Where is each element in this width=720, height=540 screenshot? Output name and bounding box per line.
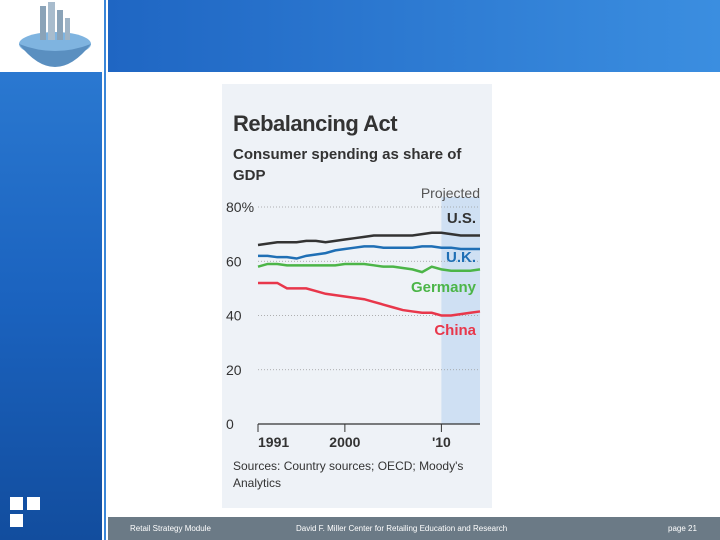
projection-band xyxy=(441,197,480,424)
x-tick-label: 1991 xyxy=(258,434,289,450)
plot: Projected 0 20 40 60 80% 1991 2000 '10 U.S. U.K. Ge… xyxy=(226,185,481,450)
series-line xyxy=(258,281,481,317)
series-line xyxy=(258,245,480,260)
banner xyxy=(108,0,720,72)
series-line xyxy=(257,231,480,247)
series-label: Germany xyxy=(411,279,477,296)
squares-icon xyxy=(10,497,40,527)
chart-subtitle: Consumer spending as share of GDP xyxy=(233,146,462,184)
footer: Retail Strategy Module David F. Miller C… xyxy=(108,517,720,540)
logo xyxy=(0,0,102,72)
series-label: U.S. xyxy=(447,210,476,227)
x-tick-label: '10 xyxy=(432,434,451,450)
y-tick-label: 20 xyxy=(226,362,242,378)
logo-icon xyxy=(19,2,91,67)
footer-right: page 21 xyxy=(668,524,697,533)
series-line xyxy=(257,262,481,274)
series-label: China xyxy=(434,322,476,339)
x-tick-label: 2000 xyxy=(329,434,360,450)
footer-left: Retail Strategy Module xyxy=(130,524,211,533)
projection-label: Projected xyxy=(421,185,480,201)
chart: Rebalancing Act Consumer spending as sha… xyxy=(222,84,492,508)
chart-source: Sources: Country sources; OECD; Moody's … xyxy=(233,459,464,490)
y-tick-label: 60 xyxy=(226,253,242,269)
stripe xyxy=(102,0,108,540)
y-tick-label: 0 xyxy=(226,416,234,432)
series-label: U.K. xyxy=(446,249,476,266)
footer-center: David F. Miller Center for Retailing Edu… xyxy=(296,524,508,533)
sidebar xyxy=(0,0,102,540)
y-tick-label: 80% xyxy=(226,199,254,215)
y-tick-label: 40 xyxy=(226,308,242,324)
chart-title: Rebalancing Act xyxy=(233,111,398,136)
